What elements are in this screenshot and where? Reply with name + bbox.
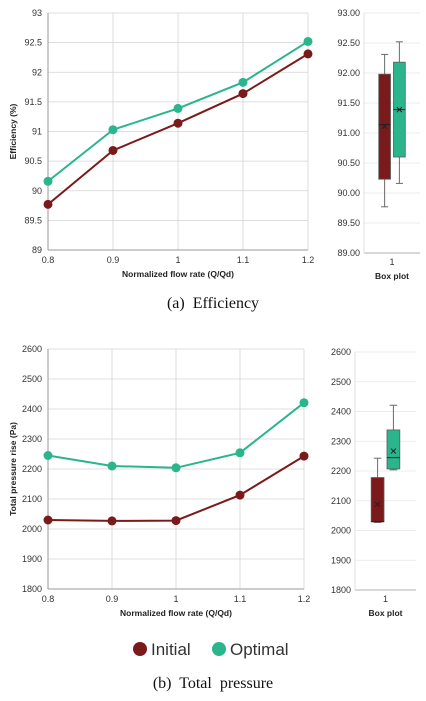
y-tick-label: 2500: [22, 374, 42, 384]
box-y-tick-label: 2500: [331, 377, 351, 387]
point-optimal: [43, 451, 53, 460]
legend-initial-label: Initial: [151, 640, 191, 659]
box-y-tick-label: 1800: [331, 585, 351, 595]
y-tick-label: 2400: [22, 404, 42, 414]
point-initial: [238, 89, 248, 99]
box-y-tick-label: 92.00: [337, 68, 360, 78]
box-y-tick-label: 92.50: [337, 38, 360, 48]
y-tick-label: 90.5: [24, 156, 42, 166]
box-x-axis-label: Box plot: [369, 608, 403, 618]
y-tick-label: 1900: [22, 554, 42, 564]
point-optimal: [107, 461, 117, 471]
point-initial: [235, 490, 245, 500]
y-tick-label: 89.5: [24, 215, 42, 225]
box-y-tick-label: 1900: [331, 555, 351, 565]
legend-optimal-label: Optimal: [230, 640, 289, 659]
y-tick-label: 2200: [22, 464, 42, 474]
box-initial: [370, 477, 385, 523]
legend-optimal-marker: [212, 642, 226, 656]
y-tick-label: 2600: [22, 344, 42, 354]
efficiency-box-plot: 89.00 89.50 90.00 90.50 91.00 91.50 92.00 92.50…: [337, 8, 420, 281]
y-tick-label: 2300: [22, 434, 42, 444]
x-axis-label: Normalized flow rate (Q/Qd): [120, 608, 232, 618]
y-axis-label: Efficiency (%): [8, 103, 18, 159]
point-initial: [171, 516, 181, 526]
box-y-tick-label: 2300: [331, 436, 351, 446]
y-tick-label: 1800: [22, 584, 42, 594]
point-initial: [43, 199, 53, 209]
point-optimal: [303, 36, 313, 46]
y-tick-label: 92.5: [24, 38, 42, 48]
y-tick-label: 91: [32, 127, 42, 137]
mean-marker-optimal: [390, 448, 397, 454]
mean-marker-initial: [381, 123, 388, 130]
box-y-tick-label: 89.50: [337, 218, 360, 228]
point-initial: [173, 118, 183, 128]
mean-marker-initial: [374, 501, 381, 508]
point-optimal: [299, 398, 309, 408]
x-tick-label: 1.1: [234, 594, 247, 604]
x-tick-label: 1.1: [237, 255, 250, 265]
box-y-tick-label: 91.00: [337, 128, 360, 138]
x-tick-label: 0.9: [107, 255, 120, 265]
y-tick-label: 90: [32, 186, 42, 196]
y-tick-label: 2100: [22, 494, 42, 504]
box-y-tick-label: 90.50: [337, 158, 360, 168]
y-tick-label: 93: [32, 8, 42, 18]
box-y-tick-label: 2600: [331, 347, 351, 357]
point-optimal: [108, 125, 118, 135]
box-x-tick-label: 1: [389, 257, 394, 267]
y-axis-label: Total pressure rise (Pa): [8, 422, 18, 516]
point-optimal: [235, 448, 245, 458]
point-initial: [107, 516, 117, 526]
x-tick-label: 1.2: [302, 255, 315, 265]
point-optimal: [43, 176, 53, 186]
x-tick-label: 0.9: [106, 594, 119, 604]
legend: Initial Optimal: [133, 640, 289, 659]
point-initial: [43, 515, 53, 525]
point-initial: [303, 49, 313, 59]
pressure-box-plot: 1800 1900 2000 2100 2200 2300 2400 2500 2600 1 Box…: [331, 347, 416, 618]
box-y-tick-label: 2000: [331, 526, 351, 536]
mean-marker-optimal: [396, 106, 403, 113]
box-x-axis-label: Box plot: [375, 271, 409, 281]
x-axis-label: Normalized flow rate (Q/Qd): [122, 269, 234, 279]
box-y-tick-label: 2200: [331, 466, 351, 476]
x-tick-label: 0.8: [42, 594, 55, 604]
box-y-tick-label: 90.00: [337, 188, 360, 198]
box-y-tick-label: 2400: [331, 407, 351, 417]
caption-efficiency: (a) Efficiency: [167, 295, 259, 312]
point-initial: [108, 145, 118, 155]
box-x-tick-label: 1: [383, 594, 388, 604]
box-y-tick-label: 2100: [331, 496, 351, 506]
x-tick-label: 1: [173, 594, 178, 604]
efficiency-line-chart: 89 89.5 90 90.5 91 91.5 92 92.5 93 0.8 0.9 1 1.1 1.2 N…: [8, 8, 314, 279]
x-tick-label: 0.8: [42, 255, 55, 265]
y-tick-label: 2000: [22, 524, 42, 534]
legend-initial-marker: [133, 642, 147, 656]
pressure-line-chart: 1800 1900 2000 2100 2200 2300 2400 2500 2600 0.8 0…: [8, 344, 310, 618]
x-tick-label: 1: [175, 255, 180, 265]
y-tick-label: 89: [32, 245, 42, 255]
y-tick-label: 91.5: [24, 97, 42, 107]
y-tick-label: 92: [32, 67, 42, 77]
point-initial: [299, 451, 309, 461]
box-y-tick-label: 89.00: [337, 248, 360, 258]
x-tick-label: 1.2: [298, 594, 311, 604]
box-optimal: [386, 429, 401, 470]
box-y-tick-label: 91.50: [337, 98, 360, 108]
point-optimal: [173, 103, 183, 113]
point-optimal: [238, 77, 248, 87]
box-y-tick-label: 93.00: [337, 8, 360, 18]
caption-total-pressure: (b) Total pressure: [153, 675, 273, 692]
point-optimal: [171, 463, 181, 473]
